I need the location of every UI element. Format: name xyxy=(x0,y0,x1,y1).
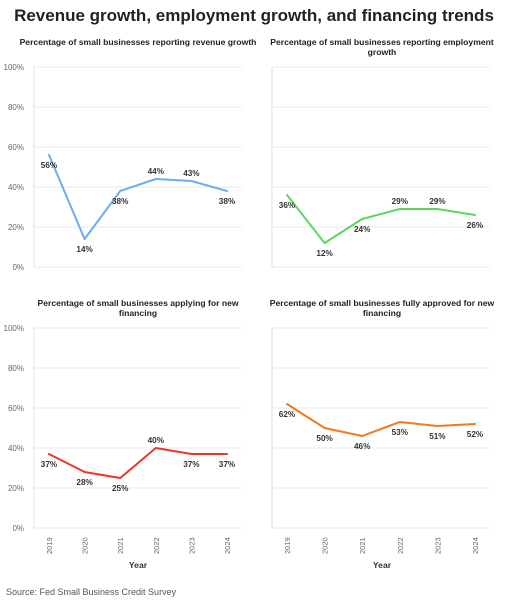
y-tick-label: 40% xyxy=(8,183,24,192)
x-tick-label: 2021 xyxy=(116,537,125,554)
panel-title-line: Percentage of small businesses fully app… xyxy=(270,298,495,308)
data-label: 46% xyxy=(354,442,371,451)
series-line xyxy=(48,154,228,240)
data-label: 62% xyxy=(279,410,296,419)
panel-title-line: growth xyxy=(368,47,397,57)
y-tick-label: 60% xyxy=(8,143,24,152)
x-tick-label: 2022 xyxy=(396,537,405,554)
data-label: 12% xyxy=(316,249,333,258)
y-tick-label: 0% xyxy=(12,524,24,533)
y-tick-label: 0% xyxy=(12,263,24,272)
y-tick-label: 60% xyxy=(8,404,24,413)
data-label: 38% xyxy=(112,197,129,206)
panel-title-line: financing xyxy=(363,308,401,318)
x-axis-title: Year xyxy=(129,560,148,570)
panel-title-line: financing xyxy=(119,308,157,318)
data-label: 26% xyxy=(467,221,484,230)
x-tick-label: 2021 xyxy=(358,537,367,554)
y-tick-label: 80% xyxy=(8,103,24,112)
x-tick-label: 2020 xyxy=(321,537,330,554)
series-line xyxy=(48,447,228,479)
data-label: 36% xyxy=(279,201,296,210)
y-tick-label: 80% xyxy=(8,364,24,373)
y-tick-label: 20% xyxy=(8,484,24,493)
y-tick-label: 20% xyxy=(8,223,24,232)
data-label: 29% xyxy=(429,197,446,206)
data-label: 29% xyxy=(392,197,409,206)
x-tick-label: 2023 xyxy=(187,537,196,554)
data-label: 50% xyxy=(316,434,333,443)
source-note: Source: Fed Small Business Credit Survey xyxy=(6,587,177,597)
x-tick-label: 2022 xyxy=(152,537,161,554)
panel-title-line: Percentage of small businesses applying … xyxy=(37,298,238,308)
data-label: 24% xyxy=(354,225,371,234)
data-label: 25% xyxy=(112,484,129,493)
series-line xyxy=(286,403,476,437)
y-tick-label: 100% xyxy=(4,324,24,333)
data-label: 52% xyxy=(467,430,484,439)
data-label: 38% xyxy=(219,197,236,206)
x-axis-title: Year xyxy=(373,560,392,570)
chart-title: Revenue growth, employment growth, and f… xyxy=(14,6,494,25)
data-label: 56% xyxy=(41,161,58,170)
panel-title-line: Percentage of small businesses reporting… xyxy=(270,37,494,47)
data-label: 51% xyxy=(429,432,446,441)
y-tick-label: 40% xyxy=(8,444,24,453)
data-label: 44% xyxy=(148,167,165,176)
panel-title-line: Percentage of small businesses reporting… xyxy=(20,37,257,47)
data-label: 14% xyxy=(76,245,93,254)
x-tick-label: 2019 xyxy=(283,537,292,554)
data-label: 53% xyxy=(392,428,409,437)
data-label: 37% xyxy=(41,460,58,469)
data-label: 37% xyxy=(183,460,200,469)
series-line xyxy=(286,194,476,244)
data-label: 37% xyxy=(219,460,236,469)
data-label: 28% xyxy=(76,478,93,487)
x-tick-label: 2019 xyxy=(45,537,54,554)
x-tick-label: 2024 xyxy=(471,537,480,554)
x-tick-label: 2020 xyxy=(81,537,90,554)
x-tick-label: 2024 xyxy=(223,537,232,554)
data-label: 43% xyxy=(183,169,200,178)
x-tick-label: 2023 xyxy=(433,537,442,554)
y-tick-label: 100% xyxy=(4,63,24,72)
data-label: 40% xyxy=(148,436,165,445)
